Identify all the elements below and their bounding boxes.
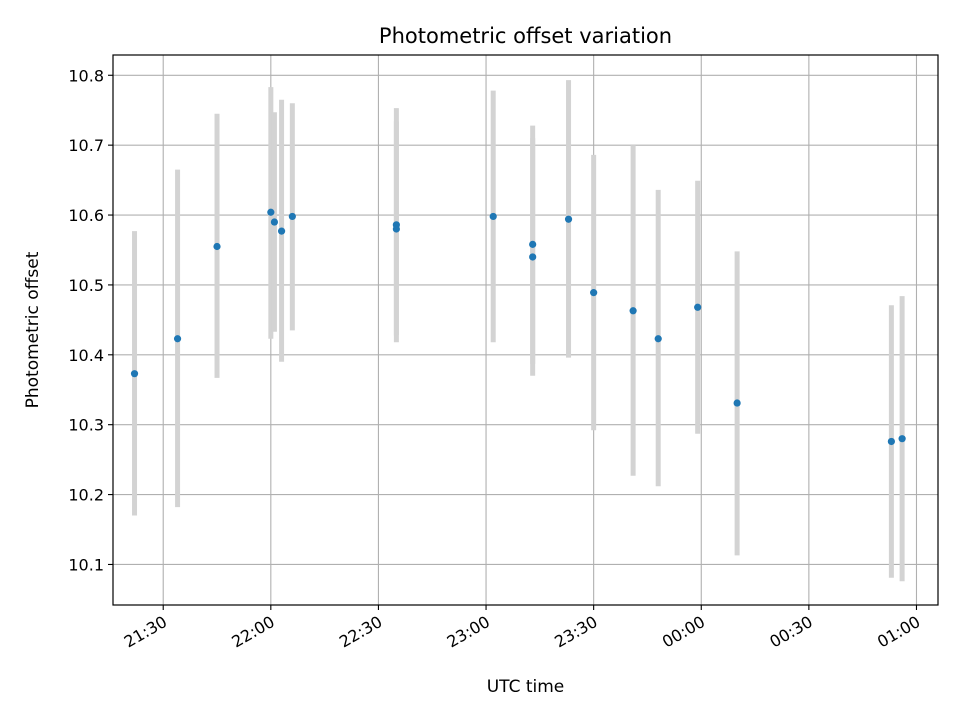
data-point [887, 437, 895, 446]
data-points [130, 208, 906, 446]
data-point [130, 370, 139, 378]
y-tick-label: 10.3 [68, 416, 104, 435]
data-point [629, 307, 637, 315]
data-point [590, 289, 598, 297]
chart-title: Photometric offset variation [379, 24, 672, 48]
data-point [694, 303, 702, 311]
data-point [288, 212, 296, 221]
data-point [564, 215, 573, 223]
data-point [270, 218, 279, 226]
data-point [898, 435, 906, 443]
data-point [277, 227, 286, 235]
y-tick-label: 10.1 [68, 555, 104, 574]
x-axis-label: UTC time [487, 677, 565, 697]
y-tick-label: 10.7 [68, 136, 104, 155]
data-point [267, 208, 275, 216]
data-point [733, 399, 741, 407]
y-axis-label: Photometric offset [23, 251, 43, 408]
y-tick-label: 10.6 [68, 206, 104, 225]
data-point [529, 253, 537, 261]
y-tick-label: 10.2 [68, 486, 104, 505]
y-tick-label: 10.4 [68, 346, 104, 365]
data-point [173, 335, 182, 343]
data-point [213, 242, 221, 251]
data-point [654, 335, 662, 343]
data-point [529, 240, 537, 248]
data-point [392, 225, 400, 233]
y-tick-label: 10.5 [68, 276, 104, 295]
y-tick-label: 10.8 [68, 66, 104, 85]
data-point [489, 212, 497, 221]
plot-area-frame [112, 54, 939, 606]
